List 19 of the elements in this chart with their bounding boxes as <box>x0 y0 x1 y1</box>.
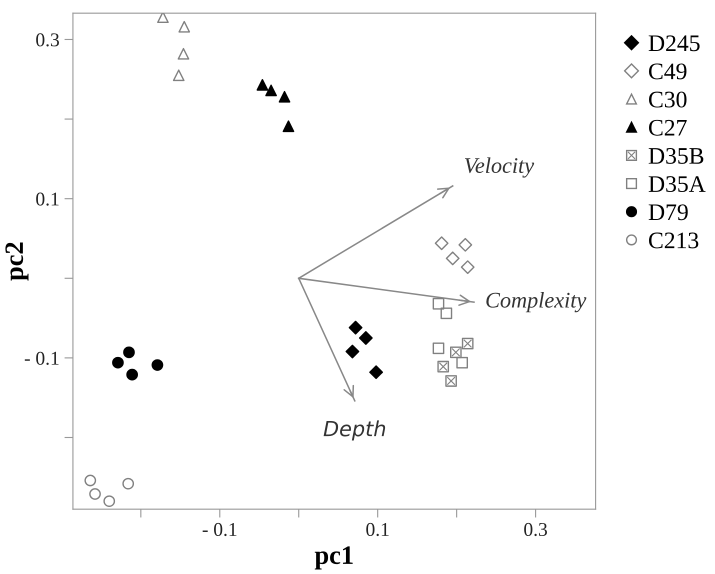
y-tick-label: - 0.1 <box>24 352 59 365</box>
series-label: Velocity <box>464 157 534 178</box>
y-tick-label: 0.3 <box>36 33 59 46</box>
legend-label: D245 <box>648 35 700 52</box>
legend-label: D35B <box>648 148 704 164</box>
legend-label: C213 <box>649 232 698 248</box>
x-tick-label: 0.3 <box>524 522 547 536</box>
y-tick-label: 0.1 <box>36 192 59 206</box>
legend-label: D35A <box>648 176 706 192</box>
y-axis-title: pc2 <box>5 242 29 281</box>
series-label: Depth <box>324 420 386 440</box>
legend-label: Complexity <box>486 292 586 312</box>
legend-label: C27 <box>649 120 687 136</box>
legend-label: D79 <box>648 204 688 220</box>
x-axis-title: pc1 <box>314 546 353 570</box>
legend-label: C49 <box>649 64 686 80</box>
legend-label: C30 <box>649 92 687 108</box>
x-tick-label: - 0.1 <box>202 522 236 536</box>
x-tick-label: 0.1 <box>366 522 389 536</box>
